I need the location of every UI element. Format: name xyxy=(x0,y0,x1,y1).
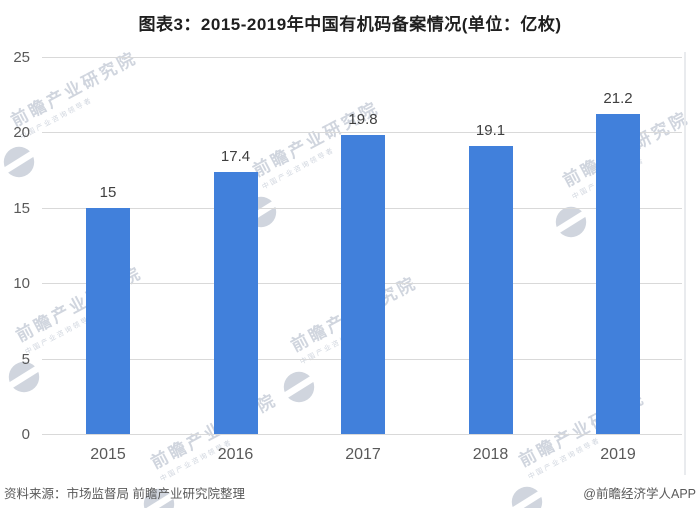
chart-title: 图表3：2015-2019年中国有机码备案情况(单位：亿枚) xyxy=(138,15,562,34)
gridline xyxy=(42,434,682,435)
x-tick-label: 2019 xyxy=(600,446,636,463)
y-tick-label: 20 xyxy=(13,124,30,142)
bar-value-label: 19.1 xyxy=(475,121,506,139)
bar-value-label: 21.2 xyxy=(603,90,633,108)
gridline xyxy=(42,57,682,58)
gridline xyxy=(42,132,682,134)
x-tick-label: 2018 xyxy=(472,446,509,463)
bar xyxy=(341,135,385,434)
y-tick-label: 5 xyxy=(21,350,30,368)
bar-value-label: 15 xyxy=(99,183,117,201)
bar-value-label: 19.8 xyxy=(348,111,378,129)
y-tick-label: 0 xyxy=(21,426,30,443)
y-tick-label: 15 xyxy=(13,199,30,217)
bar xyxy=(213,171,258,434)
y-tick-label: 25 xyxy=(13,49,30,66)
x-tick-label: 2015 xyxy=(90,446,126,463)
bar xyxy=(86,207,130,434)
source-note: 资料来源：市场监督局 前瞻产业研究院整理 xyxy=(4,487,245,501)
bar xyxy=(596,114,640,434)
bar xyxy=(468,145,513,434)
y-tick-label: 10 xyxy=(13,275,30,293)
x-tick-label: 2016 xyxy=(217,446,254,463)
credit-note: @前瞻经济学人APP xyxy=(583,487,696,501)
plot-right-border xyxy=(684,52,686,475)
bar-value-label: 17.4 xyxy=(220,147,251,165)
x-tick-label: 2017 xyxy=(345,446,381,463)
